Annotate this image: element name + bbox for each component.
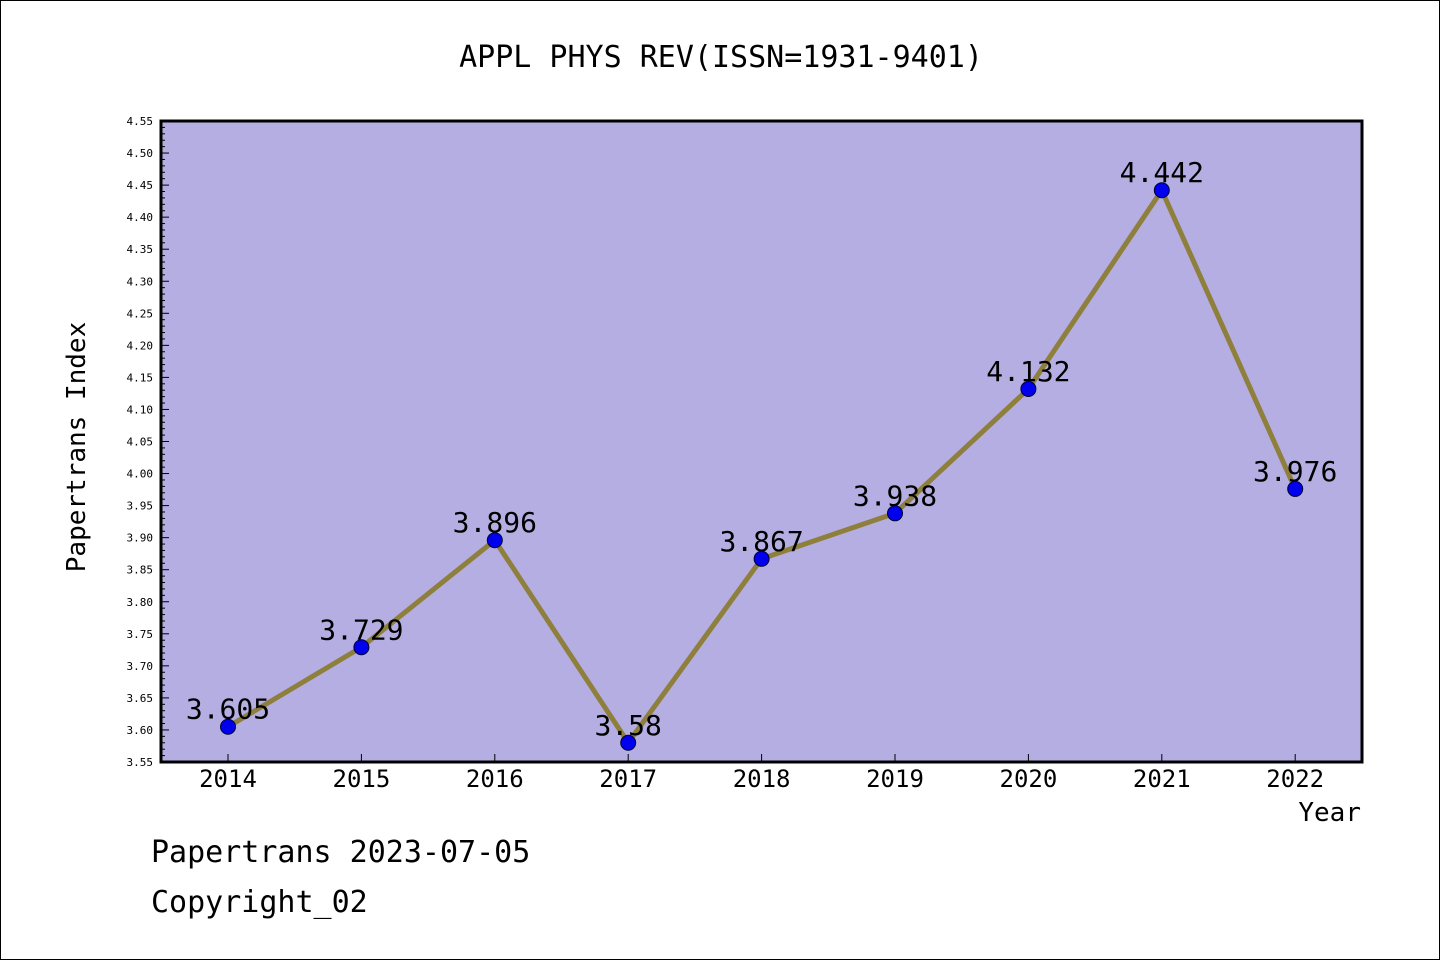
x-tick-label: 2014 [199, 765, 257, 793]
y-tick-label: 3.60 [127, 724, 154, 737]
data-point [1287, 480, 1304, 497]
y-tick-label: 4.10 [127, 403, 154, 416]
data-point [753, 550, 770, 567]
data-label: 4.132 [986, 355, 1070, 388]
y-tick-label: 4.05 [127, 436, 154, 449]
data-point [353, 639, 370, 656]
plot-area [159, 119, 1364, 764]
y-tick-label: 3.75 [127, 628, 154, 641]
x-tick-label: 2021 [1133, 765, 1191, 793]
x-tick-label: 2020 [1000, 765, 1058, 793]
y-tick-label: 3.70 [127, 660, 154, 673]
data-point [620, 734, 637, 751]
x-axis-label: Year [1298, 798, 1361, 828]
data-label: 3.896 [453, 506, 537, 539]
data-point [1020, 380, 1037, 397]
data-label: 3.58 [594, 709, 661, 742]
x-tick-label: 2022 [1266, 765, 1324, 793]
y-tick-label: 4.20 [127, 339, 154, 352]
x-tick-label: 2017 [599, 765, 657, 793]
y-tick-label: 3.95 [127, 500, 154, 513]
y-tick-label: 4.00 [127, 468, 154, 481]
data-point [1153, 182, 1170, 199]
x-tick-label: 2016 [466, 765, 524, 793]
data-point [887, 505, 903, 522]
y-axis-label: Papertrans Index [62, 322, 92, 572]
y-tick-label: 4.45 [127, 179, 154, 192]
data-point [486, 532, 503, 549]
x-axis: 2014 2015 2016 2017 2018 2019 2020 2021 2022 [199, 754, 1324, 793]
y-tick-label: 3.85 [127, 564, 154, 577]
data-label: 3.976 [1253, 455, 1337, 488]
data-label: 4.442 [1120, 156, 1204, 189]
y-tick-label: 3.55 [127, 756, 154, 769]
y-axis: 3.55 3.60 3.65 3.70 3.75 3.80 3.85 3.90 3.95 4.00… [127, 115, 169, 769]
y-tick-label: 3.90 [127, 532, 154, 545]
y-tick-label: 4.35 [127, 243, 154, 256]
chart-title: APPL PHYS REV(ISSN=1931-9401) [459, 40, 983, 75]
data-points [220, 182, 1304, 751]
x-tick-label: 2019 [866, 765, 924, 793]
y-tick-label: 3.65 [127, 692, 154, 705]
y-tick-label: 4.55 [127, 115, 154, 128]
x-tick-label: 2015 [333, 765, 391, 793]
data-point [220, 718, 236, 735]
footer-date: Papertrans 2023-07-05 [151, 835, 531, 870]
y-tick-label: 4.25 [127, 307, 154, 320]
data-label: 3.729 [319, 613, 403, 646]
y-tick-label: 4.40 [127, 211, 154, 224]
data-labels: 3.605 3.729 3.896 3.58 3.867 3.938 4.132 4.442 3… [186, 156, 1337, 742]
y-tick-label: 4.50 [127, 147, 154, 160]
x-tick-label: 2018 [733, 765, 791, 793]
data-label: 3.867 [719, 525, 803, 558]
y-tick-label: 3.80 [127, 596, 154, 609]
data-label: 3.938 [853, 479, 937, 512]
y-tick-label: 4.15 [127, 371, 154, 384]
data-label: 3.605 [186, 693, 270, 726]
y-tick-label: 4.30 [127, 275, 154, 288]
footer-copyright: Copyright_02 [151, 885, 368, 920]
